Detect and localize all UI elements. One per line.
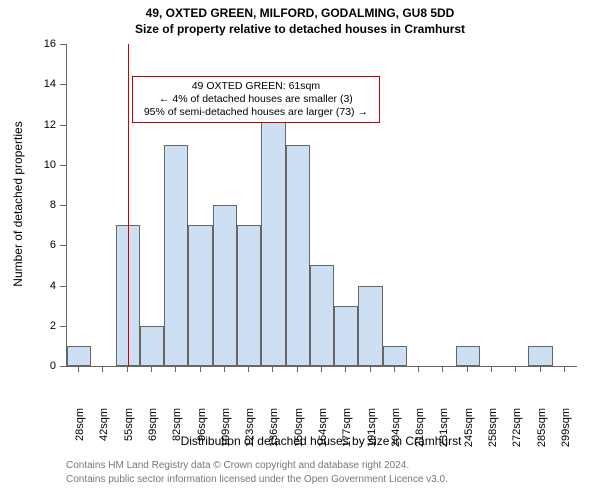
x-tick — [515, 366, 516, 372]
x-tick-label: 231sqm — [438, 408, 450, 458]
y-tick — [60, 44, 66, 45]
callout-line: ← 4% of detached houses are smaller (3) — [139, 93, 373, 106]
x-tick-label: 55sqm — [123, 408, 135, 458]
histogram-bar — [358, 286, 382, 367]
x-tick — [394, 366, 395, 372]
histogram-bar — [334, 306, 358, 366]
x-tick-label: 258sqm — [487, 408, 499, 458]
marker-callout: 49 OXTED GREEN: 61sqm← 4% of detached ho… — [132, 76, 380, 123]
x-tick-label: 136sqm — [268, 408, 280, 458]
histogram-bar — [286, 145, 310, 366]
y-tick-label: 10 — [0, 159, 56, 171]
x-tick-label: 123sqm — [244, 408, 256, 458]
x-tick — [418, 366, 419, 372]
reference-marker-line — [128, 44, 129, 366]
x-tick-label: 285sqm — [536, 408, 548, 458]
x-tick — [78, 366, 79, 372]
y-tick-label: 14 — [0, 78, 56, 90]
y-tick-label: 4 — [0, 280, 56, 292]
y-tick-label: 2 — [0, 320, 56, 332]
y-tick — [60, 366, 66, 367]
callout-line: 95% of semi-detached houses are larger (… — [139, 106, 373, 119]
x-tick — [297, 366, 298, 372]
y-tick — [60, 245, 66, 246]
x-tick-label: 204sqm — [390, 408, 402, 458]
y-tick — [60, 286, 66, 287]
histogram-bar — [456, 346, 480, 366]
histogram-bar — [188, 225, 212, 366]
y-tick-label: 8 — [0, 199, 56, 211]
y-tick-label: 16 — [0, 38, 56, 50]
x-tick-label: 28sqm — [74, 408, 86, 458]
x-tick-label: 218sqm — [414, 408, 426, 458]
x-tick-label: 82sqm — [171, 408, 183, 458]
x-tick-label: 164sqm — [317, 408, 329, 458]
y-tick-label: 6 — [0, 239, 56, 251]
x-tick-label: 272sqm — [511, 408, 523, 458]
x-tick-label: 109sqm — [220, 408, 232, 458]
histogram-bar — [237, 225, 261, 366]
y-tick — [60, 326, 66, 327]
y-tick-label: 0 — [0, 360, 56, 372]
x-tick — [175, 366, 176, 372]
histogram-bar — [528, 346, 552, 366]
histogram-bar — [383, 346, 407, 366]
x-tick-label: 42sqm — [98, 408, 110, 458]
x-tick — [540, 366, 541, 372]
x-tick — [272, 366, 273, 372]
x-tick — [442, 366, 443, 372]
chart-title-line2: Size of property relative to detached ho… — [0, 22, 600, 36]
x-tick — [345, 366, 346, 372]
x-tick-label: 69sqm — [147, 408, 159, 458]
chart-container: 49, OXTED GREEN, MILFORD, GODALMING, GU8… — [0, 0, 600, 500]
x-tick-label: 299sqm — [560, 408, 572, 458]
x-tick — [127, 366, 128, 372]
y-tick — [60, 84, 66, 85]
histogram-bar — [67, 346, 91, 366]
histogram-bar — [310, 265, 334, 366]
y-tick — [60, 205, 66, 206]
x-tick — [151, 366, 152, 372]
y-tick-label: 12 — [0, 119, 56, 131]
x-tick-label: 150sqm — [293, 408, 305, 458]
x-tick — [321, 366, 322, 372]
x-tick — [564, 366, 565, 372]
histogram-bar — [213, 205, 237, 366]
histogram-bar — [261, 104, 285, 366]
x-tick — [248, 366, 249, 372]
y-tick — [60, 165, 66, 166]
footnote-line1: Contains HM Land Registry data © Crown c… — [66, 460, 409, 471]
histogram-bar — [164, 145, 188, 366]
x-tick — [467, 366, 468, 372]
x-tick-label: 245sqm — [463, 408, 475, 458]
histogram-bar — [140, 326, 164, 366]
x-tick-label: 96sqm — [196, 408, 208, 458]
callout-line: 49 OXTED GREEN: 61sqm — [139, 80, 373, 93]
x-tick-label: 191sqm — [366, 408, 378, 458]
chart-title-line1: 49, OXTED GREEN, MILFORD, GODALMING, GU8… — [0, 6, 600, 20]
y-tick — [60, 125, 66, 126]
x-tick — [224, 366, 225, 372]
x-tick-label: 177sqm — [341, 408, 353, 458]
x-tick — [370, 366, 371, 372]
footnote-line2: Contains public sector information licen… — [66, 474, 448, 485]
x-tick — [102, 366, 103, 372]
x-tick — [200, 366, 201, 372]
x-tick — [491, 366, 492, 372]
